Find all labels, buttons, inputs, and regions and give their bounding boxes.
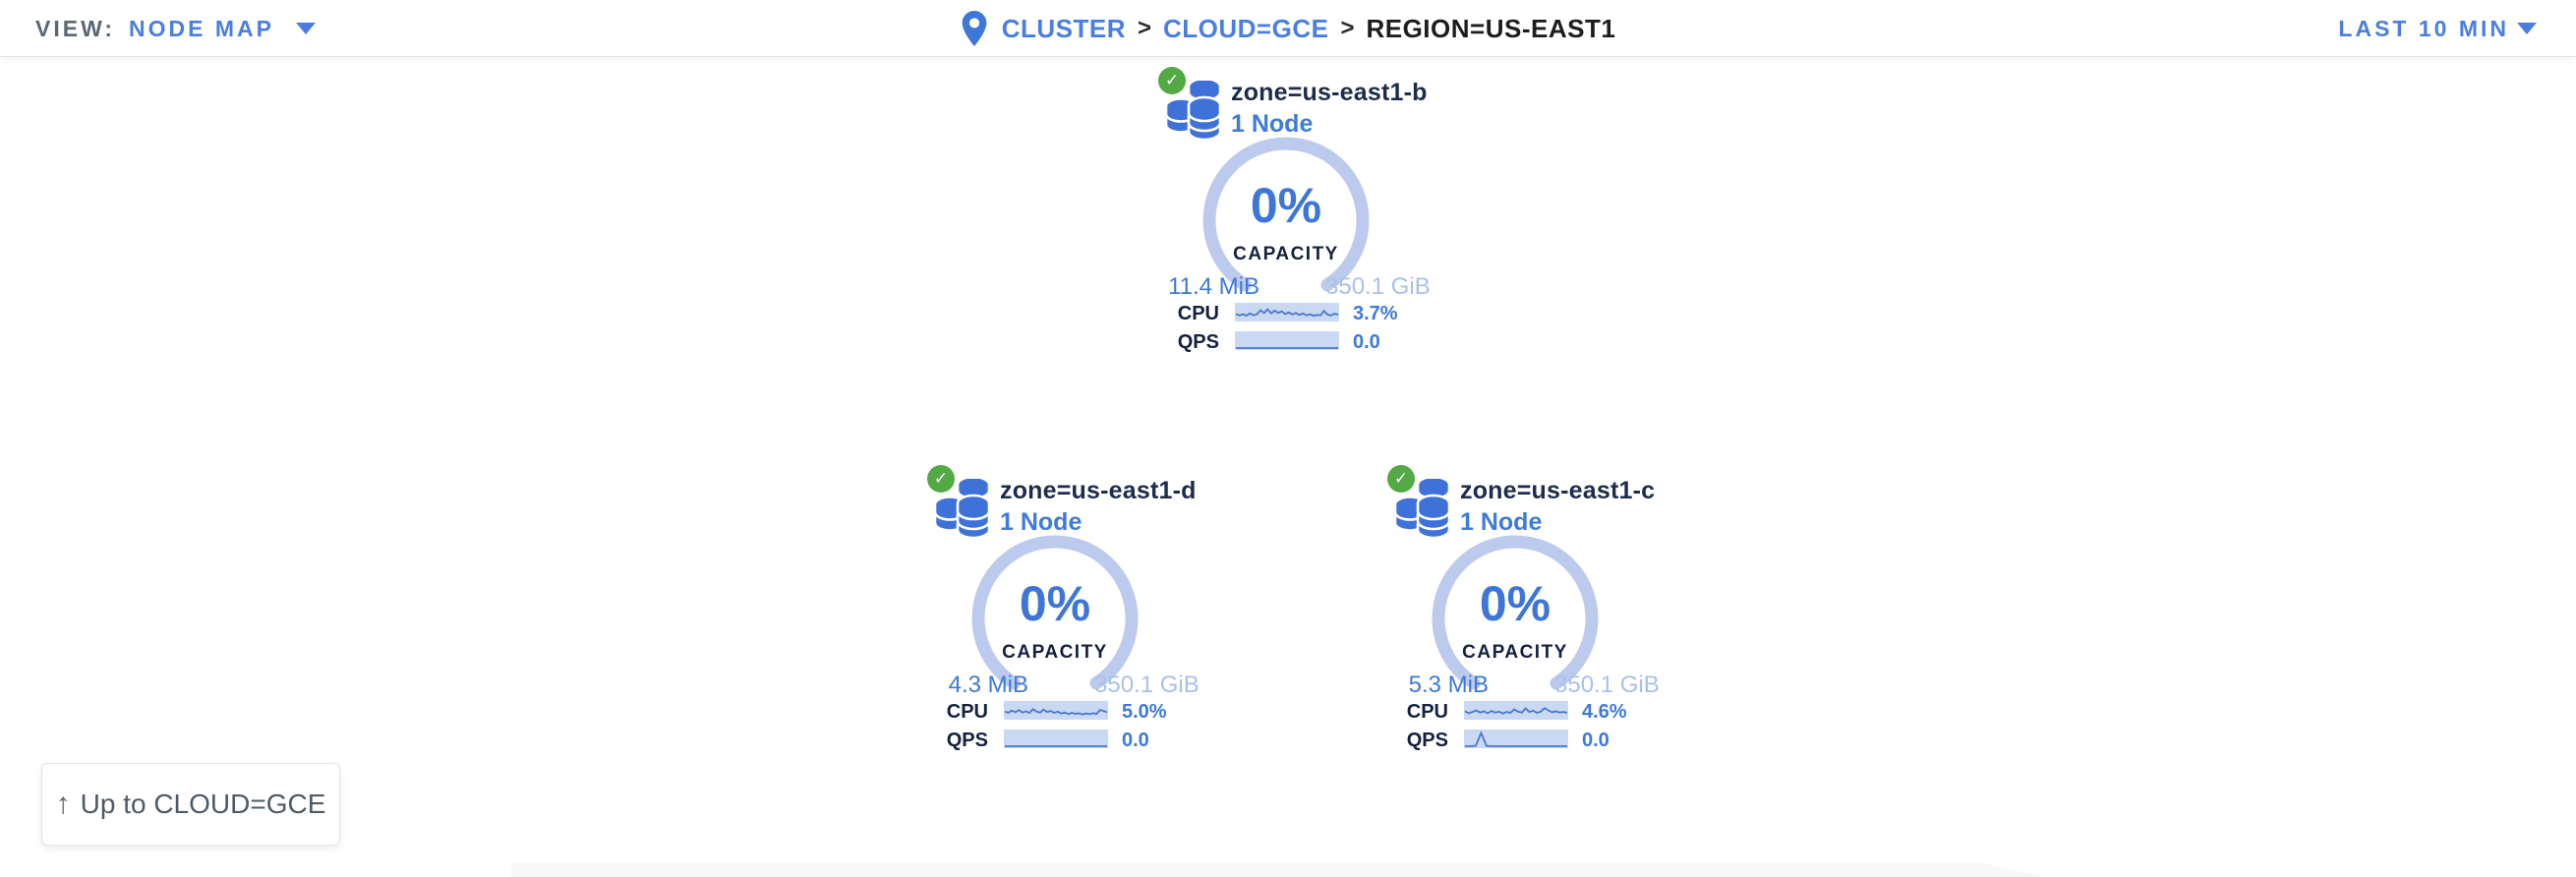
- database-nodes-icon: [1393, 479, 1451, 540]
- cpu-value: 5.0%: [1122, 701, 1167, 723]
- capacity-ring: [1432, 535, 1599, 702]
- capacity-total: 350.1 GiB: [1094, 672, 1200, 698]
- location-pin-icon: [962, 11, 987, 46]
- capacity-label: CAPACITY: [1233, 244, 1339, 264]
- qps-sparkline: [1464, 730, 1568, 748]
- qps-value: 0.0: [1582, 730, 1610, 751]
- qps-label: QPS: [1177, 331, 1219, 353]
- up-arrow-icon: ↑: [55, 788, 71, 820]
- up-to-cloud-button[interactable]: ↑ Up to CLOUD=GCE: [41, 763, 340, 846]
- qps-sparkline: [1235, 331, 1339, 350]
- capacity-percent: 0%: [1019, 576, 1091, 631]
- healthy-check-icon: ✓: [1158, 67, 1186, 94]
- up-button-label: Up to CLOUD=GCE: [80, 789, 326, 819]
- time-range-value[interactable]: LAST 10 MIN: [2338, 15, 2509, 41]
- view-value[interactable]: NODE MAP: [129, 15, 274, 41]
- top-bar: VIEW: NODE MAP CLUSTER > CLOUD=GCE > REG…: [0, 0, 2576, 57]
- map-landmass-shape: [511, 863, 2045, 877]
- chevron-down-icon: [295, 23, 316, 34]
- breadcrumb-item-cluster[interactable]: CLUSTER: [1001, 13, 1126, 43]
- chevron-down-icon: [2517, 23, 2537, 34]
- capacity-label: CAPACITY: [1002, 642, 1108, 663]
- capacity-total: 350.1 GiB: [1554, 672, 1660, 698]
- breadcrumb: CLUSTER > CLOUD=GCE > REGION=US-EAST1: [0, 0, 2576, 57]
- cpu-sparkline: [1004, 701, 1108, 720]
- view-label: VIEW:: [35, 15, 116, 41]
- qps-value: 0.0: [1353, 331, 1380, 353]
- healthy-check-icon: ✓: [927, 465, 955, 493]
- capacity-used: 4.3 MiB: [948, 672, 1028, 698]
- capacity-used: 5.3 MiB: [1408, 672, 1489, 698]
- capacity-ring: [971, 535, 1139, 702]
- capacity-used: 11.4 MiB: [1168, 273, 1259, 300]
- cpu-value: 3.7%: [1353, 303, 1398, 324]
- qps-label: QPS: [1406, 730, 1448, 751]
- node-count: 1 Node: [1000, 508, 1083, 536]
- zone-title: zone=us-east1-c: [1460, 477, 1656, 504]
- breadcrumb-item-cloud[interactable]: CLOUD=GCE: [1162, 13, 1329, 43]
- database-nodes-icon: [933, 479, 991, 540]
- cpu-label: CPU: [1406, 701, 1448, 723]
- capacity-percent: 0%: [1250, 178, 1322, 233]
- zone-title: zone=us-east1-b: [1231, 79, 1428, 106]
- database-nodes-icon: [1164, 81, 1222, 142]
- breadcrumb-item-region: REGION=US-EAST1: [1366, 13, 1616, 43]
- qps-value: 0.0: [1122, 730, 1149, 751]
- qps-sparkline: [1004, 730, 1108, 748]
- time-range-selector[interactable]: LAST 10 MIN: [2338, 0, 2537, 57]
- healthy-check-icon: ✓: [1387, 465, 1415, 493]
- view-selector[interactable]: VIEW: NODE MAP: [35, 0, 316, 57]
- node-count: 1 Node: [1460, 508, 1543, 536]
- node-count: 1 Node: [1231, 110, 1314, 138]
- zone-title: zone=us-east1-d: [1000, 477, 1197, 504]
- zone-card-us-east1-b[interactable]: ✓ zone=us-east1-b 1 Node 0% CAPACITY 11.…: [1109, 67, 1463, 391]
- cpu-label: CPU: [1177, 303, 1219, 324]
- capacity-ring: [1202, 137, 1370, 304]
- zone-card-us-east1-c[interactable]: ✓ zone=us-east1-c 1 Node 0% CAPACITY 5.3…: [1338, 465, 1692, 789]
- qps-label: QPS: [946, 730, 988, 751]
- breadcrumb-separator: >: [1137, 15, 1151, 41]
- cpu-label: CPU: [946, 701, 988, 723]
- zone-card-us-east1-d[interactable]: ✓ zone=us-east1-d 1 Node 0% CAPACITY 4.3…: [878, 465, 1232, 789]
- capacity-percent: 0%: [1479, 576, 1551, 631]
- cpu-value: 4.6%: [1582, 701, 1627, 723]
- capacity-total: 350.1 GiB: [1325, 273, 1431, 300]
- breadcrumb-separator: >: [1340, 15, 1355, 41]
- capacity-label: CAPACITY: [1462, 642, 1568, 663]
- cpu-sparkline: [1235, 303, 1339, 322]
- cpu-sparkline: [1464, 701, 1568, 720]
